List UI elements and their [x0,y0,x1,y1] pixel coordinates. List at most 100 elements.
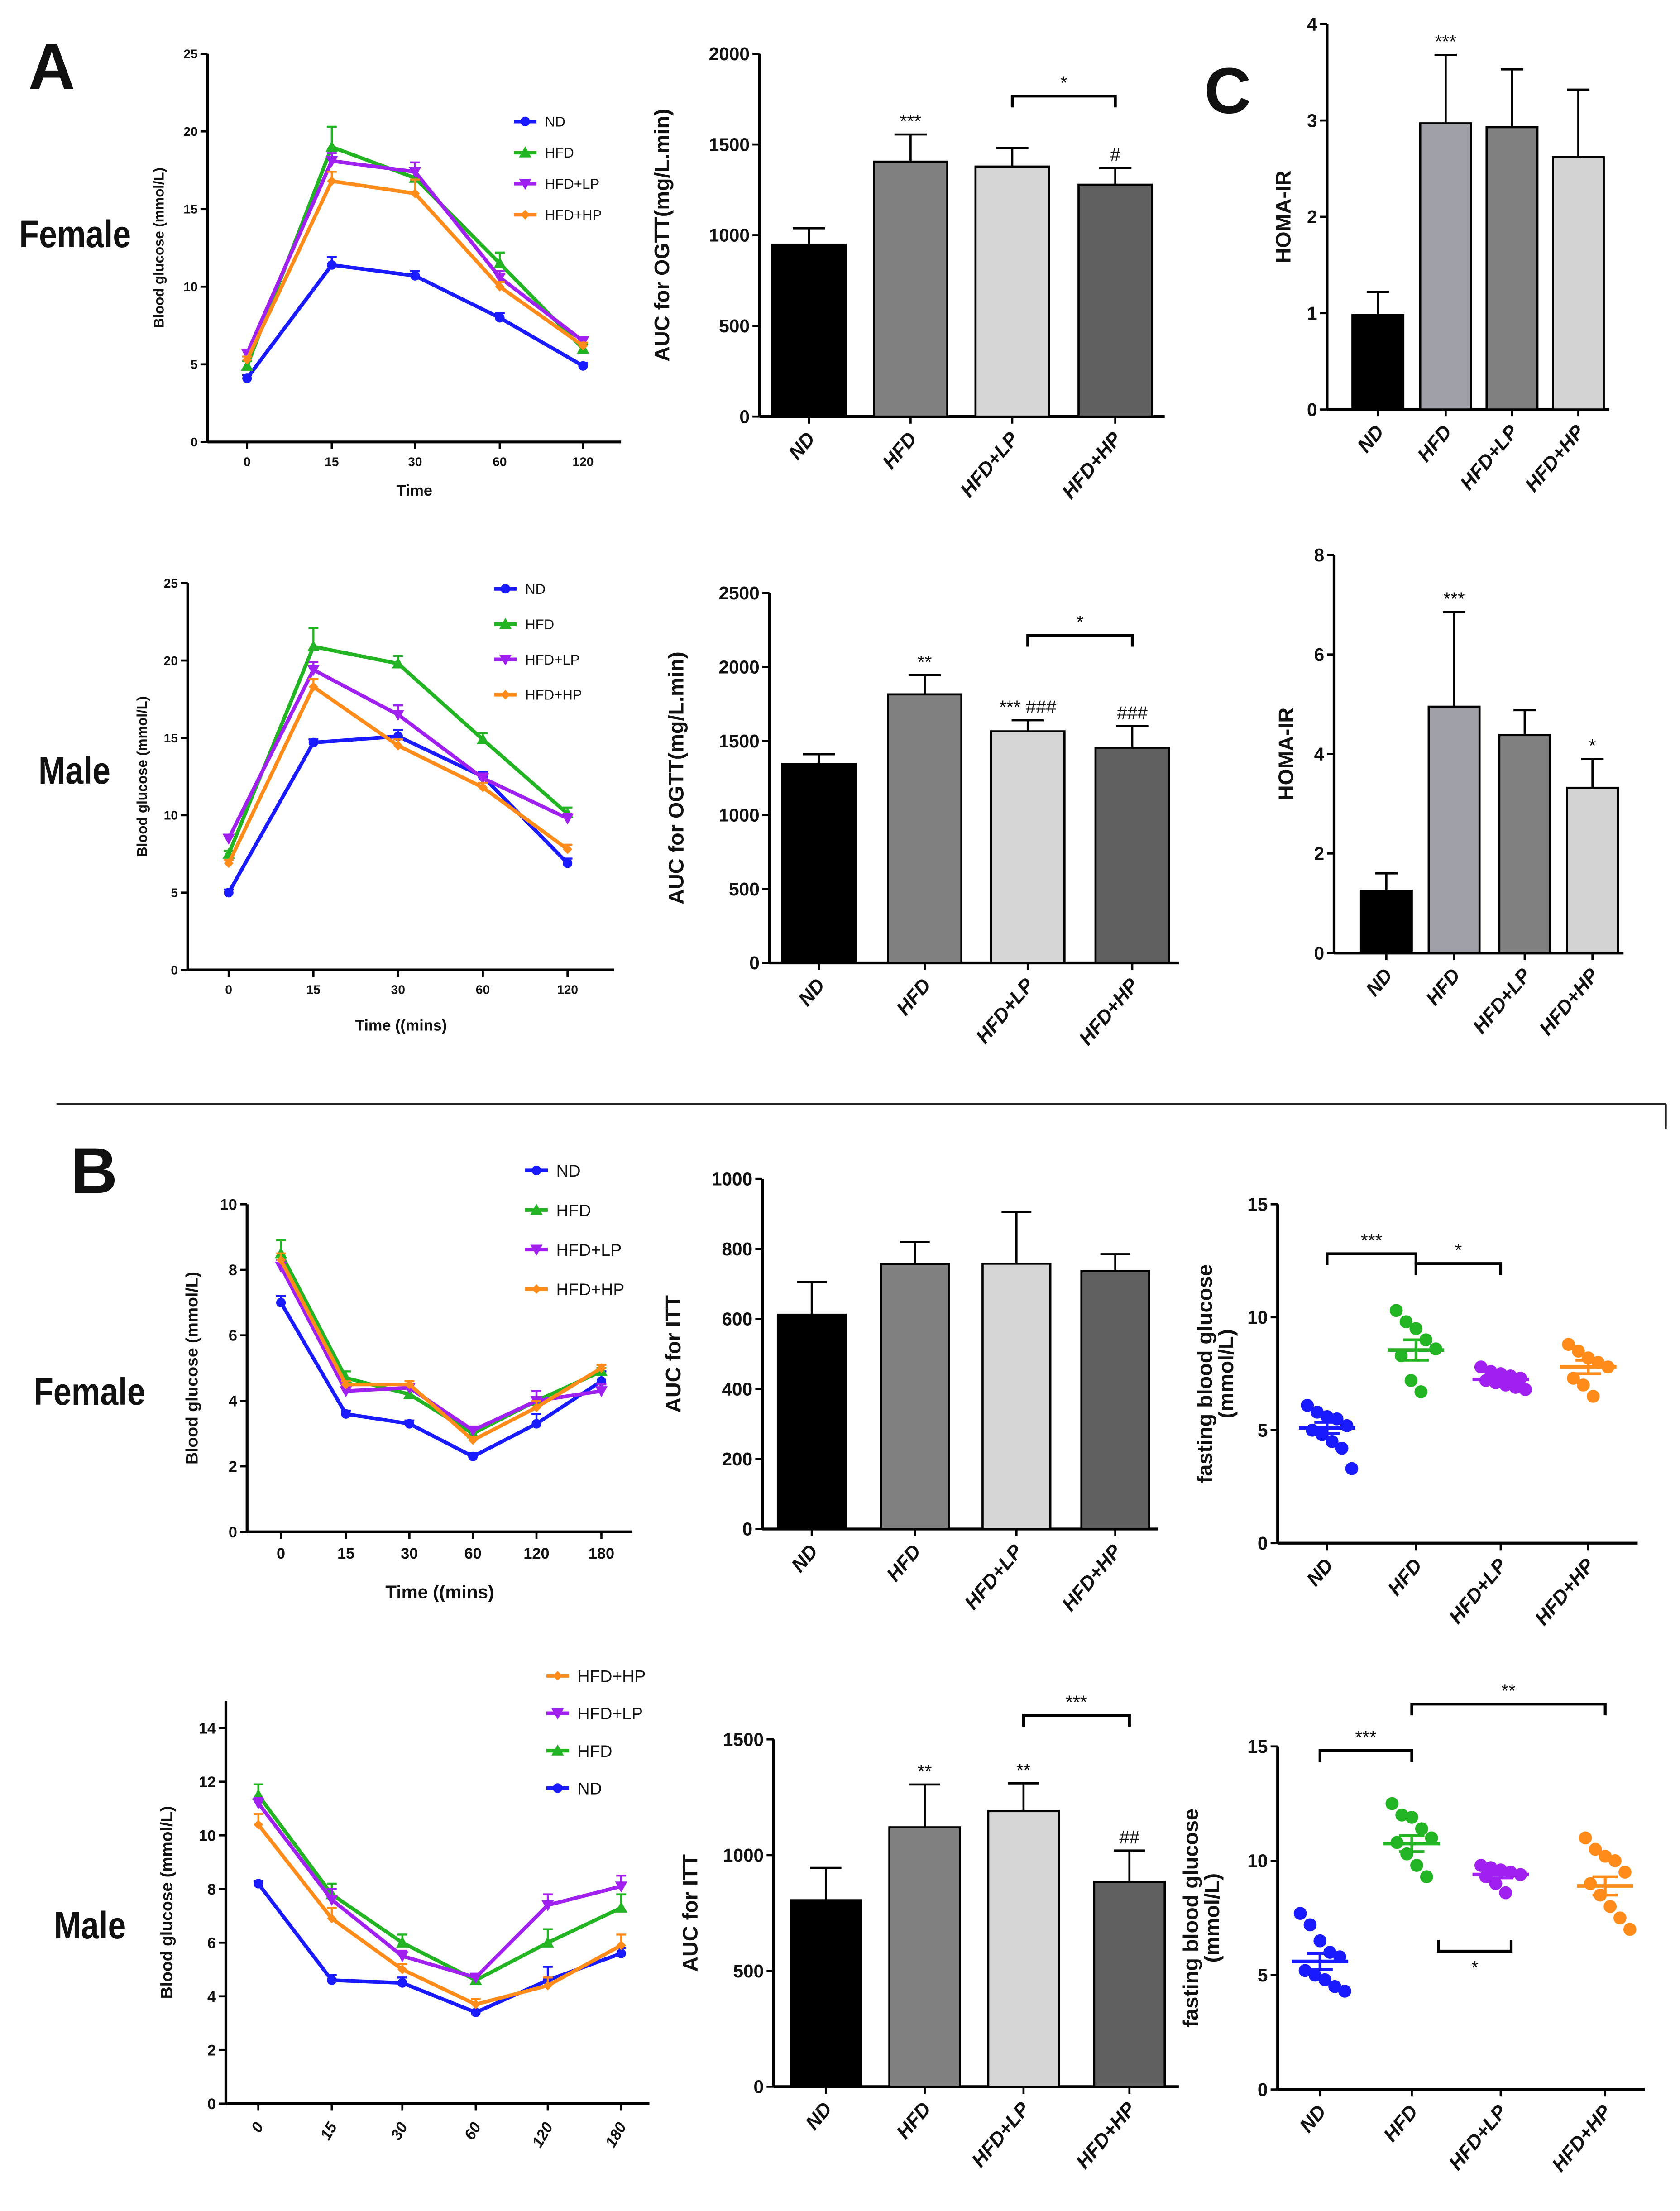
y-tick-label: 1 [1307,303,1317,324]
x-tick-label: ND [1302,1555,1338,1591]
y-tick-label: 1500 [723,1729,764,1750]
x-tick-label: 180 [602,2120,630,2151]
significance-label: * [1589,735,1596,756]
legend-label: HFD+LP [525,652,579,668]
x-tick-label: HFD [892,974,935,1019]
bar [887,693,963,964]
legend-label: HFD+HP [556,1280,625,1299]
x-tick-label: HFD [882,1540,925,1585]
y-axis-label: AUC for ITT [661,1295,685,1413]
data-point [341,1409,351,1419]
scatter-group [1388,1304,1445,1398]
data-point [404,1419,414,1429]
y-tick-label: 25 [183,47,197,61]
significance-bracket [1414,1262,1503,1275]
legend-item: ND [494,581,546,597]
x-tick-label: HFD+HP [1531,1554,1599,1630]
y-tick-label: 0 [171,963,178,977]
data-point [1589,1842,1602,1856]
scatter-group [1577,1831,1637,1936]
data-point [530,1204,543,1215]
y-axis-label: (mmol/L) [1200,1873,1224,1962]
x-tick-label: ND [794,974,829,1010]
data-point [1584,1877,1597,1890]
significance-bracket [1026,634,1134,647]
y-tick-label: 12 [199,1774,216,1791]
data-point [252,1798,265,1809]
bar [990,730,1066,964]
data-point [499,617,512,629]
chart-auc-ogtt-female: 0 500 1000 1500 2000 AUC for OGTT(mg/L.min) ND… [650,43,1165,503]
significance-label: * [1455,1240,1462,1261]
data-point [476,733,489,744]
x-tick-label: HFD [1383,1555,1426,1600]
data-point [1404,1374,1418,1387]
y-tick-label: 2 [1307,206,1317,227]
data-point [307,640,320,651]
y-tick-label: 500 [733,1961,764,1981]
data-point [531,1284,541,1294]
data-point [254,1819,263,1830]
x-tick-label: 120 [557,983,578,997]
y-tick-label: 20 [183,124,197,139]
y-tick-label: 0 [191,435,198,449]
y-tick-label: 500 [719,316,750,336]
significance-bracket [1318,1749,1413,1762]
data-point [1519,1383,1532,1396]
series-hfd [252,1783,627,1985]
legend-label: HFD+HP [525,687,582,703]
y-tick-label: 10 [199,1827,216,1844]
legend-label: HFD+LP [556,1240,622,1259]
data-point [1586,1390,1600,1403]
data-point [1623,1923,1637,1936]
x-tick-label: HFD+LP [967,2098,1034,2172]
data-point [1474,1859,1488,1872]
data-point [308,682,318,692]
x-tick-label: 0 [225,983,232,997]
y-tick-label: 1000 [723,1845,764,1866]
data-point [1293,1907,1307,1920]
legend-item: ND [514,114,565,130]
x-axis-label: Time [397,482,432,499]
data-point [1395,1809,1409,1822]
row-label-b-male: Male [54,1904,126,1947]
x-tick-label: HFD [1379,2101,1422,2146]
x-tick-label: 30 [401,1545,418,1562]
significance-label: *** [1435,31,1457,52]
data-point [466,1425,479,1437]
y-tick-label: 8 [207,1881,216,1898]
bar [873,160,948,418]
y-tick-label: 15 [1247,1736,1268,1757]
bar [974,165,1050,418]
data-point [519,146,531,158]
y-tick-label: 200 [722,1449,753,1469]
data-point [1420,1870,1433,1884]
bar [781,763,857,964]
y-tick-label: 5 [191,358,198,372]
data-point [478,782,488,792]
data-point [541,1936,554,1948]
y-tick-label: 0 [742,1519,753,1540]
data-point [325,140,338,152]
bar [1566,786,1619,954]
x-tick-label: ND [787,1540,822,1576]
data-point [1311,1405,1324,1419]
data-point [393,741,403,751]
series-nd [242,256,588,383]
chart-auc-itt-male: 0 500 1000 1500 AUC for ITT ND HFD HFD+LP HFD+HP… [679,1692,1179,2173]
row-label-a-female: Female [19,212,131,255]
data-point [553,1783,563,1793]
data-point [1572,1345,1585,1358]
bar [1498,734,1551,954]
y-axis-label: Blood glucose (mmol/L) [151,168,167,328]
scatter-group [1383,1797,1440,1884]
y-tick-label: 15 [183,202,197,216]
y-tick-label: 10 [220,1196,237,1213]
x-tick-label: 120 [573,455,594,469]
x-tick-label: HFD [1422,964,1465,1010]
data-point [1613,1911,1627,1925]
y-tick-label: 14 [199,1720,216,1737]
x-tick-label: 15 [325,455,339,469]
data-point [254,1879,263,1889]
significance-label: *** [900,110,922,131]
